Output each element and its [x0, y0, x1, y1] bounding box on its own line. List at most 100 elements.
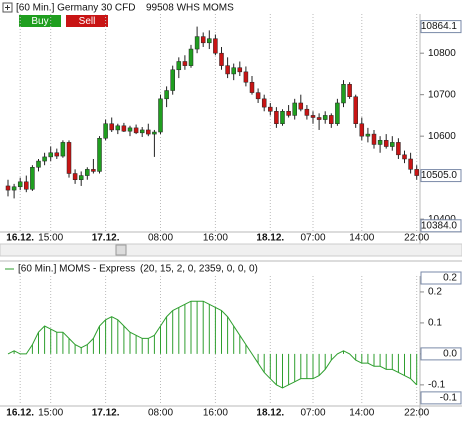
candle-body: [36, 160, 41, 168]
value-box: [420, 391, 462, 405]
candle-body: [170, 69, 175, 91]
candle-body: [353, 96, 358, 124]
value-box: [420, 20, 462, 34]
buy-label[interactable]: Buy: [31, 16, 48, 27]
candle-body: [255, 92, 261, 100]
candle-body: [402, 154, 407, 160]
y-tick-label: 10600: [428, 131, 456, 142]
x-tick-label: 14:00: [349, 233, 374, 244]
quote-info: 99508 WHS MOMS: [146, 3, 234, 14]
candle-body: [127, 127, 133, 132]
x-tick-label: 07:00: [300, 408, 325, 419]
candle-body: [24, 181, 29, 190]
candle-body: [249, 81, 255, 93]
candle-body: [261, 98, 267, 108]
candle-body: [5, 185, 11, 191]
value-box: [420, 271, 462, 285]
candle-body: [274, 111, 279, 124]
candle-body: [60, 142, 66, 157]
candle-body: [371, 133, 377, 145]
candle-body: [85, 169, 90, 176]
x-tick-label: 18.12.: [256, 408, 284, 419]
candle-body: [164, 90, 169, 100]
scrollbar[interactable]: [0, 243, 462, 257]
candle-body: [225, 65, 230, 75]
sell-button[interactable]: Sell: [66, 15, 108, 27]
y-tick-label: 0.1: [428, 318, 442, 329]
candle-body: [365, 133, 371, 137]
candle-body: [219, 52, 224, 66]
value-box: [420, 347, 462, 361]
candle-body: [182, 61, 188, 66]
candle-body: [347, 84, 352, 98]
candle-body: [158, 98, 163, 133]
candle-body: [292, 102, 297, 116]
candle-body: [66, 142, 72, 174]
indicator-params: (20, 15, 2, 0, 2359, 0, 0, 0): [140, 264, 258, 275]
candle-body: [396, 142, 401, 156]
candle-body: [48, 152, 53, 158]
indicator-title: [60 Min.] MOMS - Express: [18, 264, 135, 275]
x-tick-label: 07:00: [300, 233, 325, 244]
candle-body: [200, 36, 206, 44]
candle-body: [414, 169, 419, 176]
value-box-label: 0.2: [443, 273, 457, 284]
candle-body: [243, 71, 249, 83]
candle-body: [194, 36, 200, 50]
value-box-label: 10505.0: [421, 170, 458, 181]
x-tick-label: 15:00: [38, 408, 63, 419]
candle-body: [359, 123, 365, 137]
sell-label[interactable]: Sell: [79, 16, 96, 27]
candle-body: [72, 173, 78, 180]
candle-body: [78, 175, 84, 180]
candle-body: [109, 123, 114, 131]
candle-body: [207, 38, 212, 44]
candle-body: [54, 152, 60, 157]
candle-body: [383, 140, 389, 147]
candle-body: [316, 117, 322, 120]
candle-body: [310, 115, 316, 118]
chart-title: [60 Min.] Germany 30 CFD: [16, 3, 135, 14]
x-tick-label: 16.12.: [6, 233, 34, 244]
y-tick-label: -0.1: [428, 380, 446, 391]
x-tick-label: 18.12.: [256, 233, 284, 244]
candle-body: [213, 38, 218, 54]
candle-body: [139, 129, 145, 134]
y-tick-label: 10800: [428, 48, 456, 59]
sell-button-bg[interactable]: [66, 15, 108, 27]
value-box-label: 10864.1: [421, 21, 458, 32]
y-tick-label: 0.2: [428, 287, 442, 298]
candle-body: [280, 111, 285, 124]
candle-body: [11, 186, 17, 191]
candle-body: [298, 102, 304, 110]
value-box-label: 10384.0: [421, 220, 458, 231]
candle-body: [286, 111, 291, 116]
candle-body: [146, 129, 151, 135]
x-tick-label: 16:00: [203, 408, 228, 419]
candle-body: [188, 48, 194, 66]
candle-body: [408, 158, 413, 170]
y-tick-label: 10700: [428, 89, 456, 100]
x-tick-label: 22:00: [404, 233, 429, 244]
x-tick-label: 14:00: [349, 408, 374, 419]
value-box: [420, 219, 462, 233]
candle-body: [97, 137, 102, 172]
candle-body: [133, 127, 139, 134]
candle-body: [322, 115, 328, 120]
candle-body: [121, 125, 127, 132]
x-tick-label: 08:00: [148, 408, 173, 419]
candle-body: [390, 142, 395, 147]
candle-body: [103, 123, 108, 139]
x-tick-label: 17.12.: [92, 233, 120, 244]
candle-body: [115, 125, 121, 131]
x-tick-label: 17.12.: [92, 408, 120, 419]
value-box-label: 0.0: [443, 349, 457, 360]
scroll-thumb[interactable]: [115, 244, 127, 256]
value-box: [420, 169, 462, 183]
buy-button[interactable]: Buy: [19, 15, 61, 27]
x-tick-label: 16:00: [203, 233, 228, 244]
candle-body: [377, 140, 383, 145]
momentum-line: [7, 300, 418, 389]
candle-body: [91, 169, 96, 172]
